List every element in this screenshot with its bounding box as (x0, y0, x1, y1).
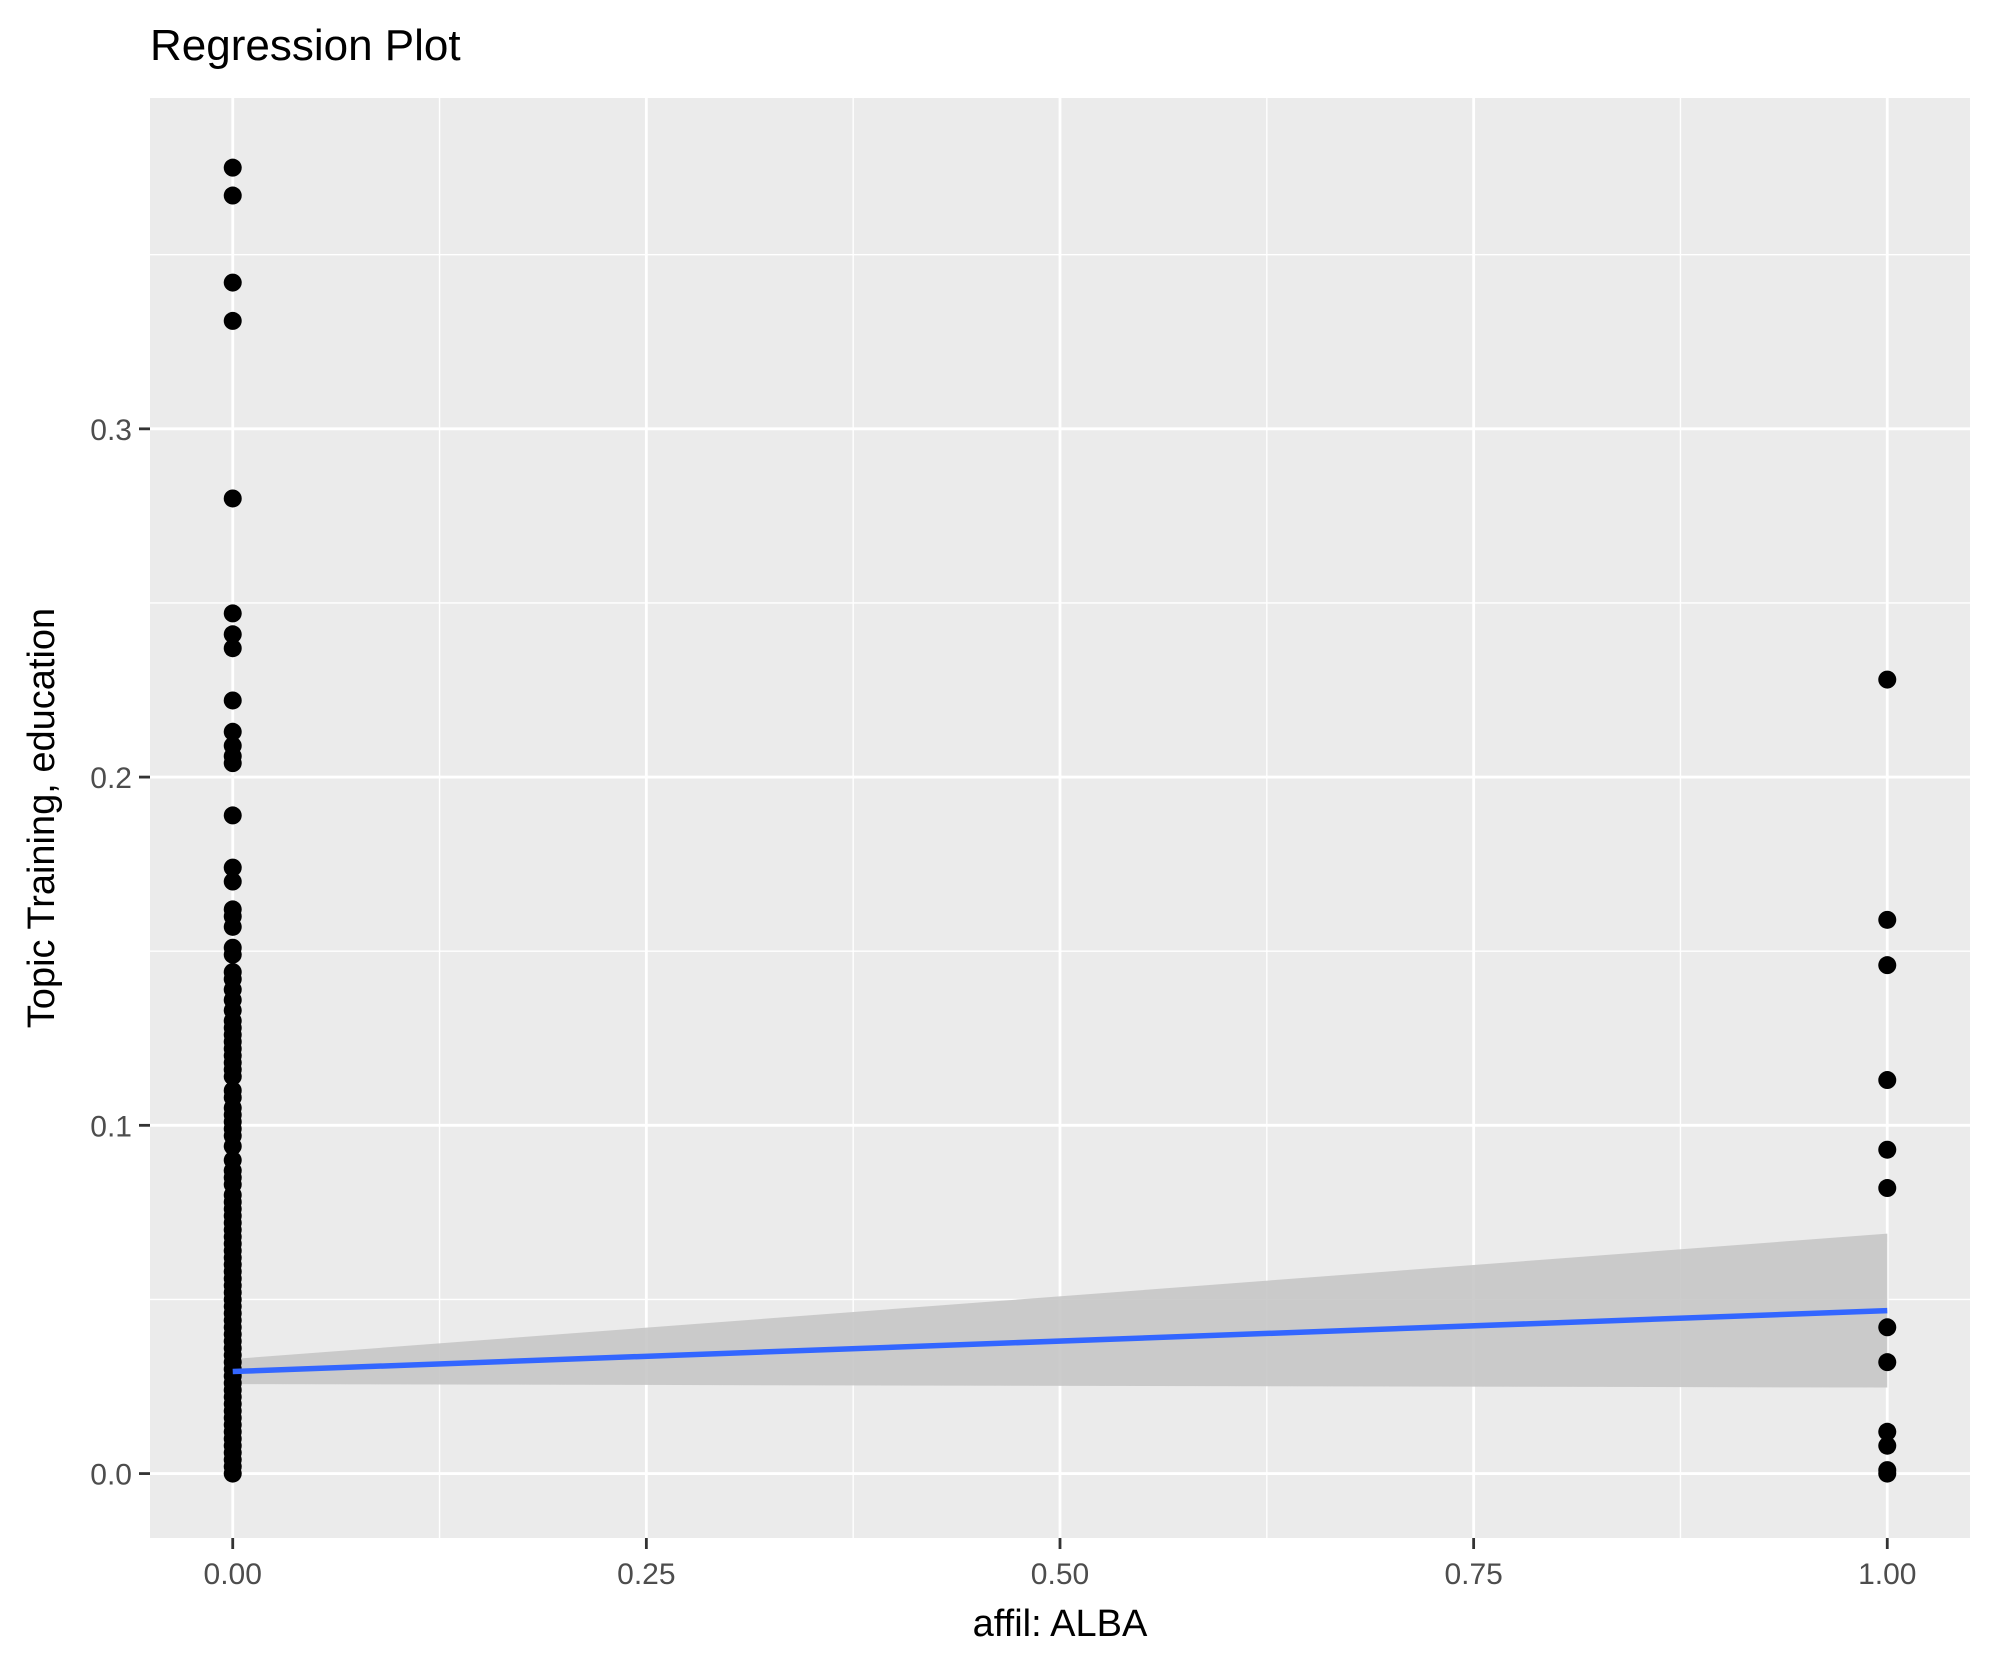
y-tick-label: 0.2 (90, 762, 132, 795)
data-point (223, 945, 242, 964)
x-axis: 0.00 0.25 0.50 0.75 1.00 (204, 1538, 1916, 1591)
y-tick-label: 0.0 (90, 1459, 132, 1492)
data-point (223, 917, 242, 936)
confidence-ribbon-layer (232, 1233, 1888, 1388)
points-layer (223, 158, 1897, 1483)
data-point (223, 1137, 242, 1156)
x-tick-label: 1.00 (1858, 1558, 1916, 1591)
data-point (1878, 1422, 1897, 1441)
data-point (223, 1067, 242, 1086)
regression-line (232, 1307, 1888, 1375)
data-point (223, 186, 242, 205)
data-point (223, 872, 242, 891)
data-point (223, 625, 242, 644)
x-axis-label: affil: ALBA (973, 1603, 1148, 1645)
data-point (1878, 1140, 1897, 1159)
data-point (223, 604, 242, 623)
data-point (223, 806, 242, 825)
data-point (223, 158, 242, 177)
chart-title: Regression Plot (150, 21, 461, 70)
data-point (223, 722, 242, 741)
x-tick-label: 0.75 (1444, 1558, 1502, 1591)
y-tick-label: 0.3 (90, 414, 132, 447)
data-point (1878, 1179, 1897, 1198)
data-point (223, 311, 242, 330)
data-point (223, 273, 242, 292)
data-point (1878, 670, 1897, 689)
data-point (1878, 1436, 1897, 1455)
data-point (1878, 1071, 1897, 1090)
y-axis-label: Topic Training, education (21, 608, 63, 1028)
data-point (223, 1464, 242, 1483)
data-point (223, 691, 242, 710)
data-point (1878, 956, 1897, 975)
fit-line-layer (232, 1307, 1888, 1375)
data-point (1878, 910, 1897, 929)
x-tick-label: 0.25 (617, 1558, 675, 1591)
x-tick-label: 0.00 (204, 1558, 262, 1591)
y-axis: 0.0 0.1 0.2 0.3 (90, 414, 150, 1492)
confidence-ribbon (232, 1233, 1888, 1388)
data-point (223, 858, 242, 877)
data-point (223, 754, 242, 773)
data-point (1878, 1464, 1897, 1483)
data-point (223, 489, 242, 508)
data-point (223, 639, 242, 658)
data-point (1878, 1353, 1897, 1372)
x-tick-label: 0.50 (1031, 1558, 1089, 1591)
data-point (1878, 1318, 1897, 1337)
y-tick-label: 0.1 (90, 1110, 132, 1143)
